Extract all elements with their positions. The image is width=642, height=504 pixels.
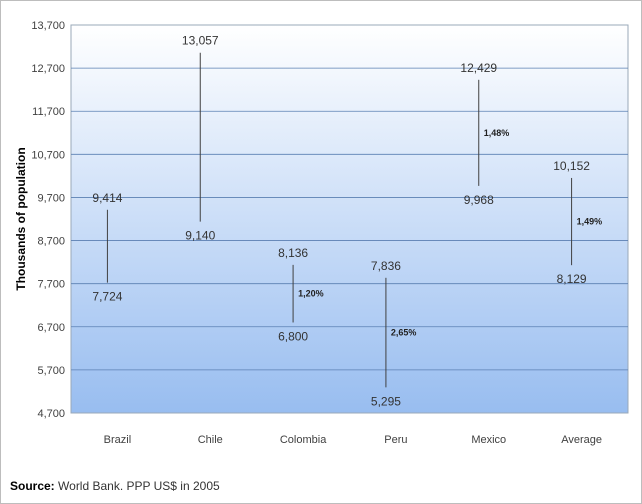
source-text: World Bank. PPP US$ in 2005 [58, 479, 220, 493]
gridlines [71, 67, 628, 371]
range-series: 9,414 7,724 13,057 9,140 8,136 6,800 1,20% 7,83… [92, 34, 602, 409]
low-value-label: 9,968 [464, 193, 494, 207]
y-tick-labels: 4,700 5,700 6,700 7,700 8,700 9,700 10,700 11,7… [31, 20, 65, 420]
x-category-label: Chile [198, 434, 223, 446]
y-tick-label: 8,700 [37, 236, 65, 248]
high-value-label: 9,414 [92, 191, 122, 205]
high-value-label: 13,057 [182, 34, 219, 48]
y-tick-label: 6,700 [37, 322, 65, 334]
high-value-label: 8,136 [278, 246, 308, 260]
y-axis-title: Thousands of population [14, 147, 28, 290]
high-value-label: 12,429 [460, 61, 497, 75]
x-category-label: Mexico [471, 434, 506, 446]
y-tick-label: 11,700 [32, 106, 65, 118]
x-category-labels: Brazil Chile Colombia Peru Mexico Average [104, 434, 602, 446]
y-tick-label: 7,700 [37, 279, 65, 291]
y-tick-label: 5,700 [37, 365, 65, 377]
low-value-label: 6,800 [278, 329, 308, 343]
y-tick-label: 13,700 [31, 20, 65, 32]
growth-rate-label: 1,49% [577, 217, 603, 227]
low-value-label: 9,140 [185, 229, 215, 243]
low-value-label: 5,295 [371, 394, 401, 408]
x-category-label: Peru [384, 434, 407, 446]
low-value-label: 8,129 [557, 272, 587, 286]
low-value-label: 7,724 [92, 290, 122, 304]
growth-rate-label: 1,20% [298, 289, 324, 299]
y-tick-label: 9,700 [37, 192, 65, 204]
source-note: Source: World Bank. PPP US$ in 2005 [10, 479, 220, 493]
growth-rate-label: 2,65% [391, 328, 417, 338]
range-chart: 4,700 5,700 6,700 7,700 8,700 9,700 10,700 11,7… [14, 20, 629, 446]
y-tick-label: 10,700 [31, 149, 65, 161]
source-label: Source: [10, 479, 55, 493]
y-tick-label: 4,700 [37, 408, 65, 420]
growth-rate-label: 1,48% [484, 128, 510, 138]
plot-area [70, 24, 629, 414]
y-tick-label: 12,700 [31, 63, 65, 75]
high-value-label: 7,836 [371, 259, 401, 273]
x-category-label: Brazil [104, 434, 132, 446]
x-category-label: Colombia [280, 434, 327, 446]
high-value-label: 10,152 [553, 159, 590, 173]
x-category-label: Average [561, 434, 602, 446]
